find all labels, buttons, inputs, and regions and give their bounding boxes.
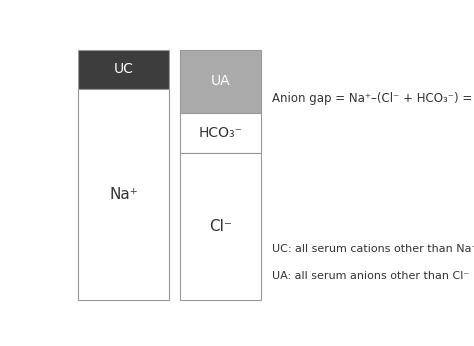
Text: Cl⁻: Cl⁻: [210, 219, 232, 234]
Text: Anion gap = Na⁺–(Cl⁻ + HCO₃⁻) = UA–UC: Anion gap = Na⁺–(Cl⁻ + HCO₃⁻) = UA–UC: [272, 92, 474, 105]
Text: UA: UA: [211, 74, 231, 89]
Text: UA: all serum anions other than Cl⁻: UA: all serum anions other than Cl⁻: [272, 271, 470, 281]
Text: Na⁺: Na⁺: [109, 187, 138, 202]
FancyBboxPatch shape: [181, 49, 261, 113]
FancyBboxPatch shape: [78, 49, 169, 90]
FancyBboxPatch shape: [78, 90, 169, 300]
Text: HCO₃⁻: HCO₃⁻: [199, 126, 243, 140]
FancyBboxPatch shape: [181, 113, 261, 153]
FancyBboxPatch shape: [181, 153, 261, 300]
Text: UC: all serum cations other than Na⁺: UC: all serum cations other than Na⁺: [272, 244, 474, 254]
Text: UC: UC: [114, 63, 134, 76]
